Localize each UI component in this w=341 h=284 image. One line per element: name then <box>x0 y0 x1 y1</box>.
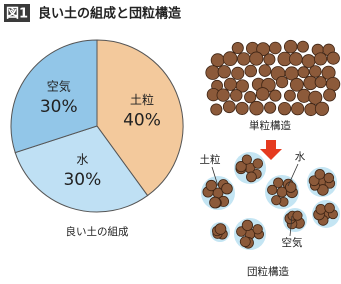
single-structure-label: 単粒構造 <box>249 119 291 132</box>
soil-grain <box>236 102 248 114</box>
soil-grain <box>324 89 336 101</box>
soil-grain <box>232 42 243 53</box>
soil-grain <box>293 211 302 220</box>
soil-grain <box>272 195 281 204</box>
soil-grain <box>315 102 328 115</box>
soil-grain <box>273 178 283 188</box>
soil-grain <box>284 40 297 53</box>
soil-grain <box>284 90 295 101</box>
soil-grain <box>325 203 335 213</box>
soil-grain <box>218 66 230 78</box>
page: {"figure_label": "図1", "chart_data": {"t… <box>0 0 341 284</box>
soil-grain <box>314 53 326 65</box>
soil-grain <box>276 76 287 87</box>
soil-label: 土粒 <box>200 153 221 166</box>
soil-grain <box>232 67 244 79</box>
soil-grain <box>206 66 220 80</box>
soil-grain <box>250 52 263 65</box>
soil-grain <box>223 52 237 66</box>
chart-title: 良い土の組成と団粒構造 <box>38 6 182 22</box>
soil-grain <box>206 180 217 191</box>
figure-label: 図1 <box>6 7 28 22</box>
soil-grain <box>245 65 257 77</box>
slice-value: 30% <box>63 170 101 190</box>
soil-grain <box>324 173 334 183</box>
soil-grain <box>291 103 303 115</box>
soil-grain <box>259 65 271 77</box>
soil-grain <box>217 89 229 101</box>
soil-grain <box>210 197 221 208</box>
soil-grain <box>316 204 326 214</box>
soil-grain <box>264 54 275 65</box>
soil-grain <box>222 183 233 194</box>
soil-grain <box>242 220 252 230</box>
soil-grain <box>211 104 222 115</box>
pie: 土粒 40% 水 30% 空気 30% <box>11 40 183 212</box>
soil-grain <box>242 155 251 164</box>
soil-grain <box>237 53 250 66</box>
soil-grain <box>278 102 290 114</box>
soil-grain <box>253 159 263 169</box>
soil-grain <box>223 101 235 113</box>
soil-grain <box>309 66 321 78</box>
soil-grain <box>285 182 296 193</box>
soil-grain <box>253 225 262 234</box>
slice-label: 空気 <box>47 79 71 94</box>
aggregate-structure-label: 団粒構造 <box>247 265 289 278</box>
soil-grain <box>270 90 281 101</box>
soil-grain <box>269 42 281 54</box>
soil-grain <box>250 101 264 115</box>
slice-value: 40% <box>123 110 161 130</box>
soil-grain <box>298 67 309 78</box>
soil-grain <box>327 52 339 64</box>
air-label: 空気 <box>282 236 303 249</box>
soil-grain <box>289 53 302 66</box>
soil-grain <box>230 90 242 102</box>
soil-grain <box>256 88 269 101</box>
soil-grain <box>302 55 315 68</box>
soil-grain <box>315 77 326 88</box>
soil-grain <box>240 237 250 247</box>
soil-grain <box>211 54 224 67</box>
figure: 図1 良い土の組成と団粒構造 土粒 40% 水 30% 空気 30% 良い土の組成 単粒構… <box>0 0 341 284</box>
soil-grain <box>297 41 308 52</box>
soil-grain <box>215 224 226 235</box>
single-grains <box>206 40 340 115</box>
soil-grain <box>315 169 325 179</box>
soil-grain <box>244 91 255 102</box>
water-label: 水 <box>295 151 306 163</box>
pie-caption: 良い土の組成 <box>66 225 129 238</box>
aggregates <box>201 152 340 250</box>
arrow <box>260 140 282 160</box>
slice-value: 30% <box>40 97 78 117</box>
slice-label: 水 <box>76 152 88 166</box>
soil-grain <box>246 172 256 182</box>
slice-label: 土粒 <box>130 92 154 107</box>
soil-grain <box>224 78 236 90</box>
soil-grain <box>264 102 275 113</box>
